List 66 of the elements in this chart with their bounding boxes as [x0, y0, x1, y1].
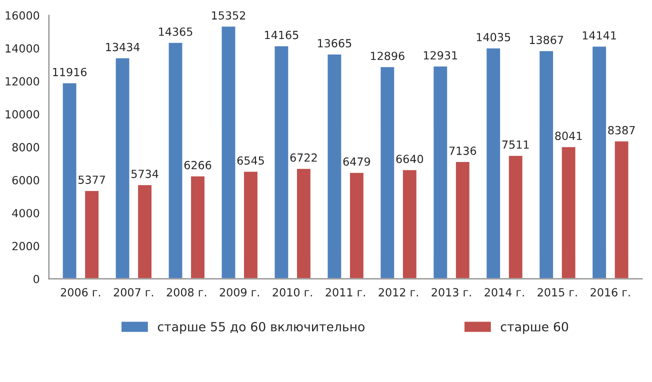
bar: [242, 170, 259, 279]
data-label: 15352: [212, 11, 246, 20]
bar: [326, 53, 343, 279]
legend-label: старше 60: [500, 322, 568, 334]
bar: [432, 65, 448, 279]
bar: [220, 25, 237, 279]
x-tick-label: 2006 г.: [60, 288, 100, 296]
x-tick-label: 2015 г.: [538, 288, 577, 296]
data-label: 6722: [290, 153, 317, 162]
data-label: 12896: [370, 52, 404, 60]
data-label: 6479: [343, 157, 370, 166]
data-label: 14165: [265, 30, 298, 40]
data-label: 5734: [132, 170, 158, 178]
bar: [273, 44, 290, 279]
bar: [190, 174, 206, 279]
bar: [485, 46, 502, 279]
x-tick-label: 2013 г.: [432, 288, 471, 296]
data-label: 14365: [159, 27, 192, 36]
bar: [296, 167, 312, 279]
bar: [591, 45, 608, 279]
data-label: 14141: [582, 31, 616, 40]
legend-label: старше 55 до 60 включительно: [158, 322, 364, 334]
bar: [348, 171, 365, 279]
x-tick-label: 2011 г.: [326, 288, 365, 296]
bar: [402, 168, 418, 279]
bar: [379, 66, 396, 279]
data-label: 13434: [106, 42, 140, 52]
bar: [136, 184, 153, 279]
bar: [508, 154, 524, 279]
data-label: 6545: [237, 156, 264, 165]
data-label: 12931: [424, 51, 458, 60]
data-label: 8387: [608, 126, 635, 134]
data-label: 7136: [449, 146, 476, 155]
bar: [538, 50, 554, 279]
bar: [114, 56, 131, 279]
y-tick-label: 10000: [6, 110, 40, 118]
data-label: 11916: [53, 68, 87, 76]
x-tick-label: 2007 г.: [114, 288, 154, 296]
bar: [613, 140, 630, 279]
x-tick-label: 2012 г.: [378, 288, 418, 296]
y-tick-label: 16000: [6, 11, 40, 20]
data-label: 8041: [555, 132, 582, 140]
bar: [167, 42, 184, 279]
x-tick-label: 2014 г.: [484, 288, 524, 296]
data-label: 5377: [78, 176, 105, 184]
data-label: 6640: [396, 154, 424, 164]
x-tick-label: 2009 г.: [220, 288, 259, 296]
y-tick-label: 8000: [12, 143, 40, 152]
x-tick-label: 2008 г.: [166, 288, 206, 296]
data-label: 6266: [184, 160, 212, 170]
bar: [61, 82, 78, 279]
data-label: 13867: [530, 36, 564, 44]
y-tick-label: 6000: [12, 176, 40, 184]
x-tick-label: 2016 г.: [590, 288, 630, 296]
y-tick-label: 12000: [6, 77, 40, 86]
y-tick-label: 2000: [12, 242, 40, 250]
data-label: 7511: [502, 140, 529, 149]
y-tick-label: 14000: [6, 44, 40, 53]
bar: [84, 190, 100, 279]
data-label: 13665: [318, 39, 352, 48]
x-tick-label: 2010 г.: [272, 288, 312, 296]
y-tick-label: 0: [34, 274, 40, 284]
y-tick-label: 4000: [12, 208, 40, 218]
bar: [454, 160, 471, 279]
bar: [560, 146, 577, 279]
data-label: 14035: [476, 32, 510, 42]
